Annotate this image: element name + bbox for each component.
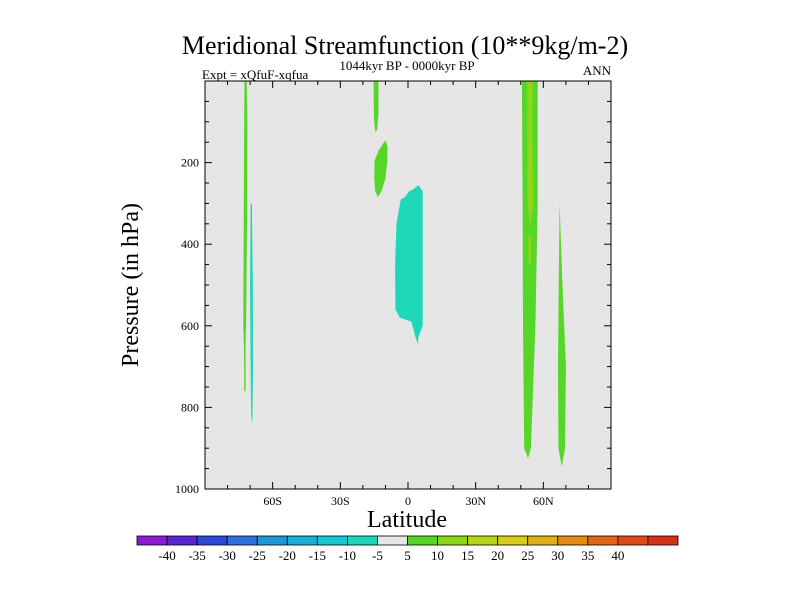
colorbar-box <box>467 535 499 546</box>
experiment-label: Expt = xQfuF-xqfua <box>202 67 308 82</box>
colorbar-box <box>377 535 408 546</box>
y-axis-label: Pressure (in hPa) <box>118 203 144 367</box>
contour-mid-15s-positive <box>374 140 388 198</box>
colorbar-box <box>136 535 168 546</box>
y-tick-label: 400 <box>181 237 199 251</box>
colorbar-box <box>316 535 348 546</box>
contour-equatorial-negative <box>395 185 423 345</box>
colorbar-box <box>226 535 258 546</box>
x-tick-label: 60S <box>263 494 282 508</box>
contour-strip-50n-core-2 <box>528 236 532 265</box>
colorbar-box <box>617 535 649 546</box>
axis-ticks <box>205 81 611 489</box>
colorbar-label: -40 <box>158 548 175 563</box>
colorbar-box <box>587 535 619 546</box>
contour-strip-67n-positive <box>558 203 566 467</box>
colorbar-label: -5 <box>372 548 383 563</box>
colorbar-label: -20 <box>279 548 296 563</box>
colorbar-label: -35 <box>188 548 205 563</box>
contour-strip-70s-positive <box>243 81 248 367</box>
y-tick-label: 800 <box>181 400 199 414</box>
colorbar-box <box>527 535 559 546</box>
contour-fills <box>243 81 566 467</box>
colorbar-box <box>286 535 318 546</box>
colorbar: -40 -35 -30 -25 -20 -15 -10 -5 5 10 15 20 25 30 35 40 <box>136 535 679 563</box>
colorbar-label: 30 <box>551 548 564 563</box>
x-axis-label: Latitude <box>367 507 447 533</box>
colorbar-boxes <box>136 535 679 546</box>
colorbar-box <box>196 535 228 546</box>
x-tick-label: 60N <box>533 494 554 508</box>
colorbar-box <box>497 535 529 546</box>
colorbar-label: 35 <box>581 548 594 563</box>
y-tick-label: 600 <box>181 319 199 333</box>
colorbar-label: -10 <box>339 548 356 563</box>
colorbar-label: 25 <box>521 548 534 563</box>
colorbar-labels: -40 -35 -30 -25 -20 -15 -10 -5 5 10 15 20 25 30 35 40 <box>158 548 624 563</box>
colorbar-box <box>166 535 198 546</box>
contour-strip-50n-positive <box>521 81 538 459</box>
contour-strip-50n-core <box>527 81 534 228</box>
colorbar-box <box>407 535 438 546</box>
colorbar-label: -30 <box>218 548 235 563</box>
colorbar-box <box>256 535 288 546</box>
colorbar-label: -25 <box>249 548 266 563</box>
colorbar-label: -15 <box>309 548 326 563</box>
colorbar-box <box>437 535 469 546</box>
colorbar-label: 20 <box>491 548 504 563</box>
x-tick-label: 0 <box>405 494 411 508</box>
y-tick-label: 1000 <box>175 482 199 496</box>
colorbar-label: 10 <box>431 548 444 563</box>
axis-tick-labels: 60S 30S 0 30N 60N 200 400 600 800 1000 <box>175 156 554 508</box>
y-tick-label: 200 <box>181 156 199 170</box>
colorbar-box <box>346 535 378 546</box>
contour-upper-15s-positive <box>373 81 379 132</box>
contour-strip-70s-lower <box>244 325 246 392</box>
colorbar-box <box>557 535 589 546</box>
colorbar-box <box>647 535 679 546</box>
x-tick-label: 30S <box>331 494 350 508</box>
x-tick-label: 30N <box>465 494 486 508</box>
colorbar-label: 15 <box>461 548 474 563</box>
colorbar-label: 5 <box>404 548 411 563</box>
season-label: ANN <box>583 63 612 78</box>
chart-subtitle: 1044kyr BP - 0000kyr BP <box>339 58 474 73</box>
contour-strip-70s-negative <box>250 203 253 424</box>
colorbar-label: 40 <box>611 548 624 563</box>
plot-area: 60S 30S 0 30N 60N 200 400 600 800 1000 <box>175 80 612 508</box>
chart-title: Meridional Streamfunction (10**9kg/m-2) <box>182 31 628 60</box>
